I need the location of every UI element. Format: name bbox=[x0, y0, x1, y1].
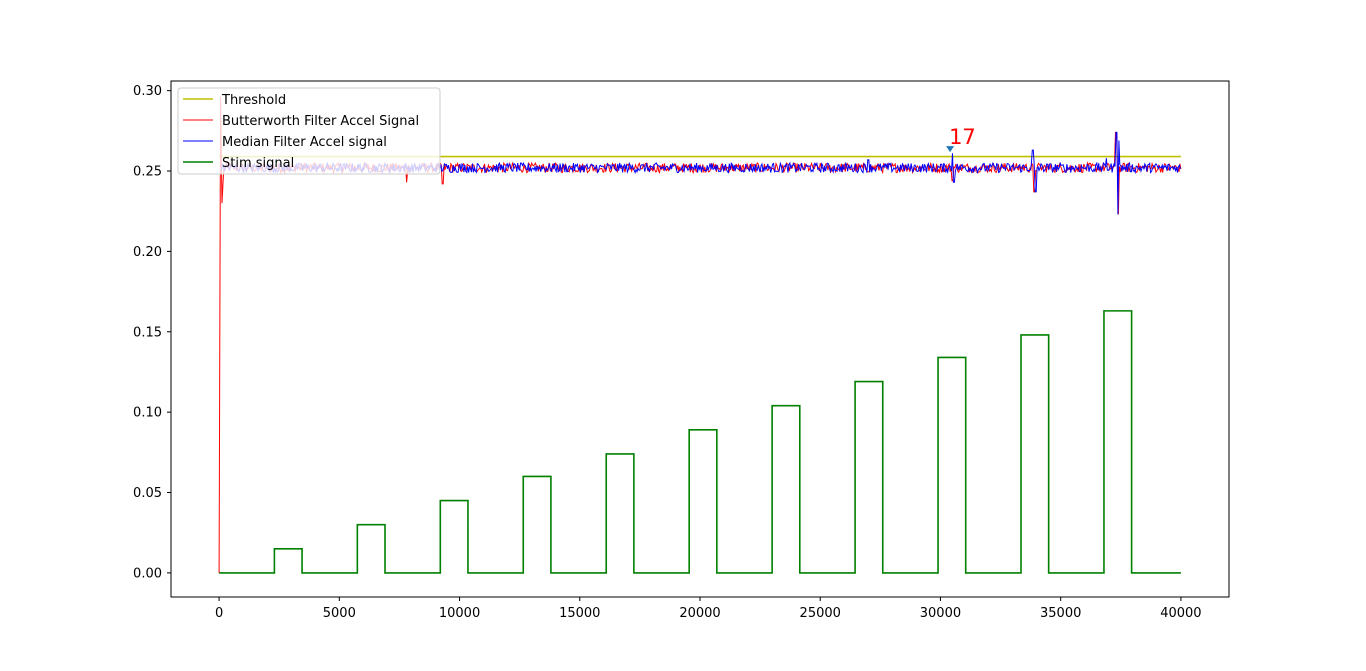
x-tick-label: 0 bbox=[215, 606, 223, 621]
legend: Threshold Butterworth Filter Accel Signal… bbox=[177, 87, 441, 175]
x-axis: 0 5000 10000 15000 20000 25000 30000 35000 40000 bbox=[215, 597, 1202, 621]
annotation-layer: 17 bbox=[946, 125, 976, 153]
x-tick-label: 30000 bbox=[920, 606, 961, 621]
legend-label: Median Filter Accel signal bbox=[222, 135, 387, 150]
x-tick-label: 20000 bbox=[679, 606, 720, 621]
x-tick-label: 25000 bbox=[800, 606, 841, 621]
x-tick-label: 5000 bbox=[323, 606, 356, 621]
x-tick-label: 40000 bbox=[1160, 606, 1201, 621]
x-tick-label: 10000 bbox=[439, 606, 480, 621]
y-tick-label: 0.05 bbox=[133, 486, 162, 501]
y-tick-label: 0.00 bbox=[133, 566, 162, 581]
y-tick-label: 0.10 bbox=[133, 406, 162, 421]
y-tick-label: 0.25 bbox=[133, 165, 162, 180]
legend-box bbox=[177, 87, 441, 175]
y-tick-label: 0.15 bbox=[133, 325, 162, 340]
x-tick-label: 35000 bbox=[1040, 606, 1081, 621]
x-tick-label: 15000 bbox=[559, 606, 600, 621]
y-tick-label: 0.30 bbox=[133, 84, 162, 99]
legend-label: Threshold bbox=[221, 93, 286, 108]
series-stim-signal bbox=[219, 310, 1181, 574]
legend-label: Butterworth Filter Accel Signal bbox=[222, 114, 419, 129]
y-axis: 0.00 0.05 0.10 0.15 0.20 0.25 0.30 bbox=[133, 84, 171, 581]
annotation-marker bbox=[946, 146, 955, 153]
legend-label: Stim signal bbox=[222, 156, 294, 171]
y-tick-label: 0.20 bbox=[133, 245, 162, 260]
annotation-label: 17 bbox=[949, 125, 976, 149]
